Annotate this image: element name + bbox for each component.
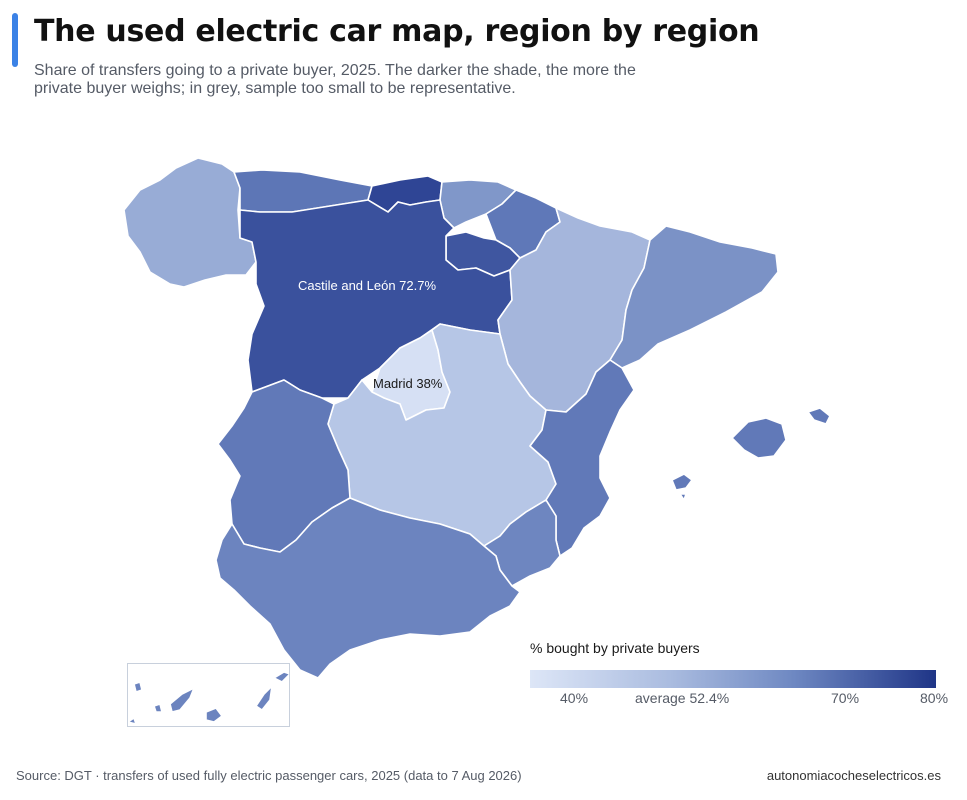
title-accent-bar xyxy=(12,13,18,67)
canary-islands-inset-frame xyxy=(127,663,290,727)
chart-title: The used electric car map, region by reg… xyxy=(34,14,760,49)
madrid-label: Madrid 38% xyxy=(373,376,443,391)
source-note: Source: DGT · transfers of used fully el… xyxy=(16,768,522,783)
castile-leon-label: Castile and León 72.7% xyxy=(298,278,436,293)
region-canary-islands[interactable] xyxy=(127,671,291,725)
legend-tick-40: 40% xyxy=(560,690,589,706)
region-andalusia[interactable] xyxy=(215,497,521,679)
region-balearic-islands[interactable] xyxy=(671,407,831,501)
legend-tick-70: 70% xyxy=(831,690,860,706)
legend-tick-80: 80% xyxy=(920,690,949,706)
region-catalonia[interactable] xyxy=(609,225,779,369)
legend-color-scale xyxy=(530,670,936,688)
legend-tick-average: average 52.4% xyxy=(635,690,730,706)
chart-subtitle: Share of transfers going to a private bu… xyxy=(34,62,636,97)
website-credit: autonomiacocheselectricos.es xyxy=(766,768,941,783)
legend-title: % bought by private buyers xyxy=(530,640,700,656)
